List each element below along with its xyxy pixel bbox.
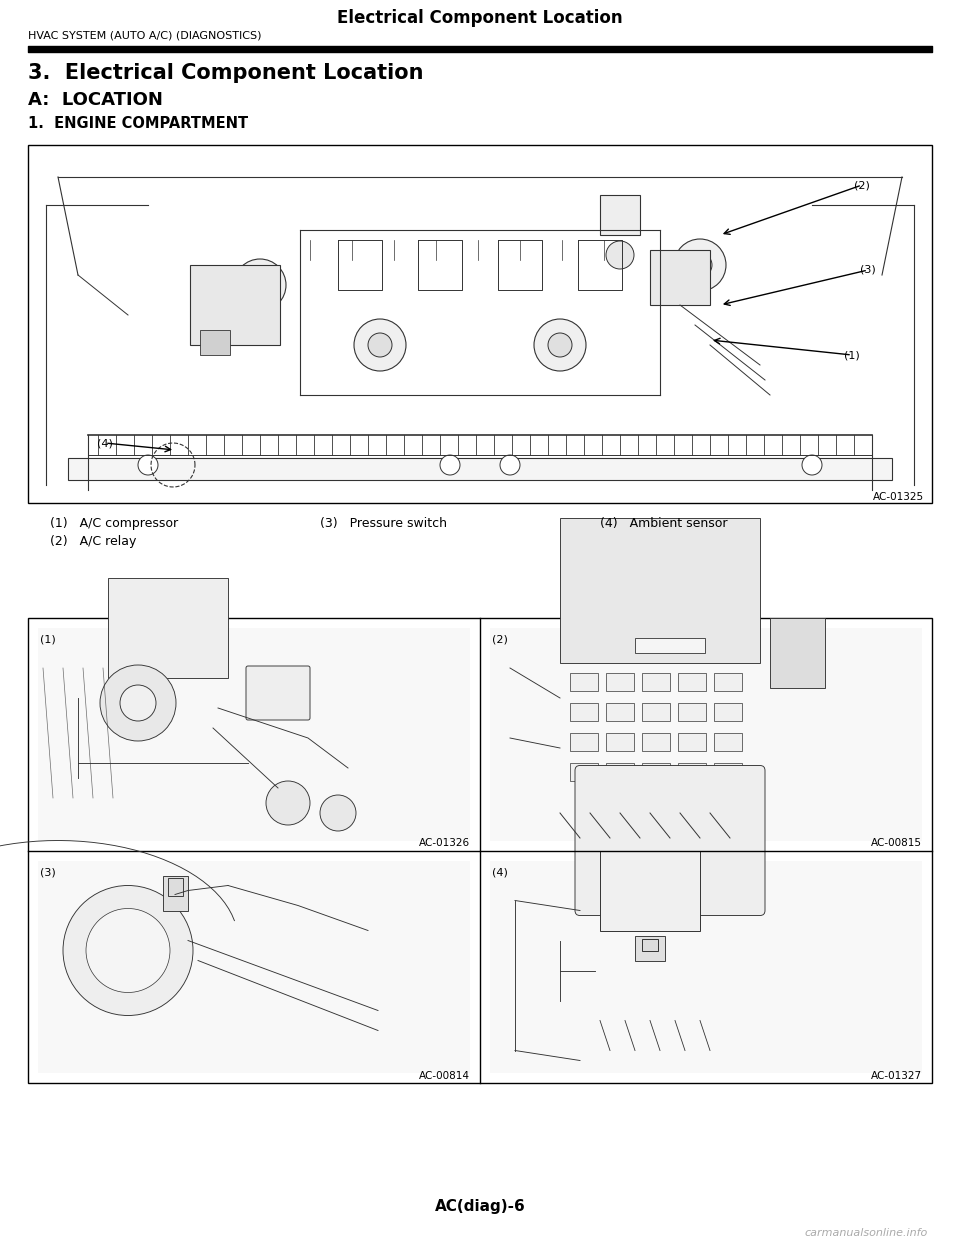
Text: (3): (3) <box>40 867 56 878</box>
Text: AC-00814: AC-00814 <box>419 1071 470 1081</box>
Circle shape <box>354 319 406 371</box>
Circle shape <box>248 273 272 297</box>
Text: Electrical Component Location: Electrical Component Location <box>337 9 623 27</box>
Bar <box>28 619 932 1083</box>
Bar <box>570 673 598 691</box>
Bar <box>650 250 710 306</box>
Circle shape <box>674 238 726 291</box>
Text: (4): (4) <box>492 867 508 878</box>
Circle shape <box>802 455 822 474</box>
Text: (3)   Pressure switch: (3) Pressure switch <box>320 517 447 529</box>
Bar <box>68 458 892 479</box>
Circle shape <box>320 795 356 831</box>
Bar <box>490 628 922 841</box>
Bar <box>490 861 922 1073</box>
Bar <box>606 703 634 722</box>
Text: AC-01327: AC-01327 <box>871 1071 922 1081</box>
Circle shape <box>534 319 586 371</box>
Circle shape <box>120 686 156 722</box>
Bar <box>570 703 598 722</box>
Bar <box>678 733 706 751</box>
Text: HVAC SYSTEM (AUTO A/C) (DIAGNOSTICS): HVAC SYSTEM (AUTO A/C) (DIAGNOSTICS) <box>28 31 261 41</box>
Bar <box>190 265 280 345</box>
Bar <box>678 673 706 691</box>
Text: AC-01326: AC-01326 <box>419 838 470 848</box>
Text: AC(diag)-6: AC(diag)-6 <box>435 1200 525 1215</box>
Text: 1.  ENGINE COMPARTMENT: 1. ENGINE COMPARTMENT <box>28 117 248 132</box>
Circle shape <box>606 241 634 270</box>
Bar <box>635 935 665 960</box>
Bar <box>600 195 640 235</box>
Circle shape <box>266 781 310 825</box>
Circle shape <box>548 333 572 356</box>
Circle shape <box>100 664 176 741</box>
Bar <box>600 851 700 930</box>
FancyBboxPatch shape <box>246 666 310 720</box>
Bar <box>570 763 598 781</box>
Circle shape <box>234 260 286 310</box>
Text: (2): (2) <box>854 180 870 190</box>
Bar <box>163 876 188 910</box>
Text: (1)   A/C compressor: (1) A/C compressor <box>50 517 179 529</box>
Text: (1): (1) <box>40 635 56 645</box>
Circle shape <box>86 908 170 992</box>
Bar <box>642 703 670 722</box>
Text: (3): (3) <box>860 265 876 274</box>
Text: (1): (1) <box>844 350 860 360</box>
Bar <box>38 861 470 1073</box>
Text: 3.  Electrical Component Location: 3. Electrical Component Location <box>28 63 423 83</box>
Bar <box>770 619 825 688</box>
Text: A:  LOCATION: A: LOCATION <box>28 91 163 109</box>
Text: carmanualsonline.info: carmanualsonline.info <box>804 1228 928 1238</box>
Bar <box>642 763 670 781</box>
Circle shape <box>138 455 158 474</box>
Bar <box>642 733 670 751</box>
Circle shape <box>63 886 193 1016</box>
Text: AC-00815: AC-00815 <box>871 838 922 848</box>
Bar <box>606 763 634 781</box>
Circle shape <box>368 333 392 356</box>
Bar <box>200 330 230 355</box>
Text: (2)   A/C relay: (2) A/C relay <box>50 534 136 548</box>
Bar <box>635 638 705 653</box>
Bar <box>714 673 742 691</box>
Text: AC-01325: AC-01325 <box>873 492 924 502</box>
Text: (4)   Ambient sensor: (4) Ambient sensor <box>600 517 728 529</box>
Text: (4): (4) <box>97 438 113 448</box>
Bar <box>678 703 706 722</box>
Bar <box>560 518 760 663</box>
Bar <box>714 703 742 722</box>
Bar <box>714 763 742 781</box>
Bar <box>606 733 634 751</box>
Bar <box>108 578 228 678</box>
Bar <box>168 878 183 895</box>
Circle shape <box>440 455 460 474</box>
Bar <box>642 673 670 691</box>
FancyBboxPatch shape <box>575 765 765 915</box>
Bar <box>714 733 742 751</box>
Text: (2): (2) <box>492 635 508 645</box>
Bar <box>38 628 470 841</box>
Circle shape <box>500 455 520 474</box>
Bar <box>606 673 634 691</box>
Bar <box>678 763 706 781</box>
Bar <box>642 939 658 950</box>
Bar <box>570 733 598 751</box>
Bar <box>28 145 932 503</box>
Circle shape <box>688 253 712 277</box>
